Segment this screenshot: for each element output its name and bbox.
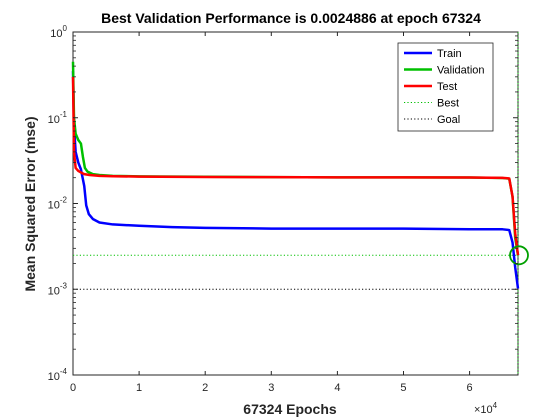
legend-label-validation: Validation bbox=[437, 65, 485, 77]
marker-layer bbox=[509, 245, 529, 266]
y-tick-label: 10-3 bbox=[48, 281, 68, 297]
y-tick-label-exponent: 0 bbox=[63, 24, 68, 33]
x-tick-label: 4 bbox=[334, 382, 340, 394]
y-tick-label: 10-2 bbox=[48, 196, 68, 212]
x-tick-label: 5 bbox=[400, 382, 406, 394]
x-tick-label: 0 bbox=[70, 382, 76, 394]
y-tick-label-exponent: -3 bbox=[60, 281, 68, 290]
reference-lines bbox=[73, 32, 519, 375]
legend: Train Validation Test Best Goal bbox=[397, 42, 494, 132]
y-tick-label-exponent: -1 bbox=[60, 110, 68, 119]
y-tick-label-base: 10 bbox=[48, 371, 60, 383]
legend-label-goal: Goal bbox=[437, 114, 460, 126]
y-axis-label: Mean Squared Error (mse) bbox=[22, 116, 38, 291]
x-axis: 0 1 2 3 4 5 6 bbox=[70, 32, 473, 394]
y-tick-label: 100 bbox=[50, 24, 67, 40]
x-axis-label: 67324 Epochs bbox=[243, 401, 337, 417]
legend-label-test: Test bbox=[437, 81, 457, 93]
x-tick-label: 3 bbox=[268, 382, 274, 394]
legend-label-train: Train bbox=[437, 48, 462, 60]
y-tick-label: 10-1 bbox=[48, 110, 68, 126]
x-tick-label: 6 bbox=[467, 382, 473, 394]
x-multiplier-exponent: 4 bbox=[493, 401, 498, 410]
legend-label-best: Best bbox=[437, 98, 459, 110]
x-tick-label: 2 bbox=[202, 382, 208, 394]
y-tick-label-exponent: -4 bbox=[60, 367, 68, 376]
series-layer bbox=[71, 61, 520, 289]
best-epoch-marker bbox=[509, 245, 529, 266]
chart-title: Best Validation Performance is 0.0024886… bbox=[101, 10, 481, 26]
y-tick-label-base: 10 bbox=[50, 28, 62, 40]
x-tick-label: 1 bbox=[136, 382, 142, 394]
y-tick-label: 10-4 bbox=[48, 367, 68, 383]
y-tick-label-base: 10 bbox=[48, 200, 60, 212]
train-series-line bbox=[71, 71, 520, 289]
x-multiplier-base: ×10 bbox=[474, 404, 493, 416]
y-tick-label-base: 10 bbox=[48, 114, 60, 126]
y-tick-label-exponent: -2 bbox=[60, 196, 68, 205]
x-axis-multiplier: ×104 bbox=[474, 401, 498, 416]
test-series-line bbox=[71, 76, 520, 256]
y-tick-label-base: 10 bbox=[48, 285, 60, 297]
